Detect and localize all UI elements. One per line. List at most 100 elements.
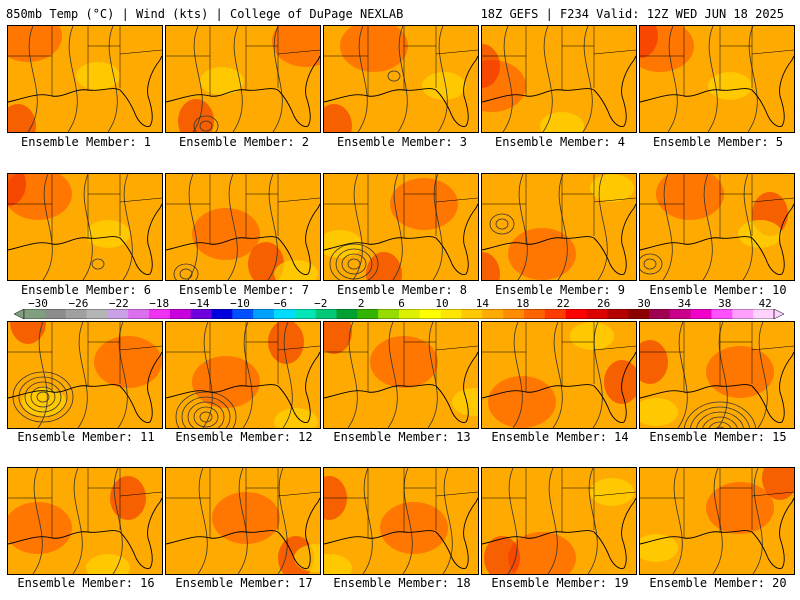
height-contour <box>597 174 608 280</box>
state-border <box>119 197 162 203</box>
height-contour <box>557 174 568 280</box>
height-contour <box>277 468 288 574</box>
height-contour <box>672 468 683 574</box>
temperature-map <box>640 26 794 132</box>
closed-contour <box>341 253 367 275</box>
height-contour <box>757 322 768 428</box>
ensemble-map-panel <box>323 25 479 133</box>
colorbar-segment <box>524 309 546 319</box>
temperature-map <box>8 174 162 280</box>
ensemble-map-panel <box>323 173 479 281</box>
closed-contour <box>193 406 219 428</box>
temperature-map <box>640 174 794 280</box>
hot-region <box>482 252 500 280</box>
cool-region <box>640 398 678 426</box>
hot-region <box>482 44 500 88</box>
colorbar-tick-label: 18 <box>516 297 530 310</box>
closed-contour <box>179 268 193 280</box>
colorbar-segment <box>440 309 462 319</box>
coastline <box>8 497 162 569</box>
temperature-map <box>324 26 478 132</box>
closed-contour <box>387 70 401 82</box>
closed-contour <box>30 386 56 408</box>
colorbar-segment <box>65 309 87 319</box>
state-border <box>751 49 794 55</box>
colorbar-tick-label: 22 <box>556 297 570 310</box>
temperature-map <box>166 174 320 280</box>
cool-region <box>708 72 752 100</box>
ensemble-map-panel <box>481 467 637 575</box>
warm-region <box>340 26 408 72</box>
height-contour <box>122 174 133 280</box>
coastline <box>166 497 320 569</box>
hot-region <box>604 360 636 404</box>
colorbar-segment <box>378 309 400 319</box>
warm-region <box>656 174 724 220</box>
closed-contour <box>181 396 231 428</box>
member-caption: Ensemble Member: 4 <box>494 135 626 149</box>
colorbar-tick-label: 10 <box>435 297 449 310</box>
height-contour <box>242 322 253 428</box>
colorbar-segment <box>190 309 212 319</box>
hot-region <box>324 104 352 132</box>
coastline <box>324 497 478 569</box>
colorbar-tick-label: 42 <box>758 297 772 310</box>
temperature-map <box>324 174 478 280</box>
member-caption: Ensemble Member: 5 <box>652 135 784 149</box>
colorbar-segment <box>149 309 171 319</box>
warm-region <box>390 178 458 230</box>
cool-region <box>76 62 120 90</box>
temperature-map <box>166 468 320 574</box>
member-caption: Ensemble Member: 13 <box>333 430 471 444</box>
state-border <box>593 49 636 55</box>
closed-contour <box>199 120 213 132</box>
colorbar-tick-label: 2 <box>357 297 365 310</box>
ensemble-map-panel <box>7 173 163 281</box>
member-caption: Ensemble Member: 16 <box>17 576 155 590</box>
height-contour <box>27 26 38 132</box>
ensemble-map-panel <box>639 173 795 281</box>
temperature-map <box>482 26 636 132</box>
closed-contour <box>199 411 213 423</box>
colorbar-segment <box>753 309 775 319</box>
cool-region <box>324 230 362 258</box>
temperature-map <box>8 26 162 132</box>
closed-contour <box>24 381 62 413</box>
cool-region <box>640 534 678 562</box>
colorbar-segment <box>461 309 483 319</box>
closed-contour <box>91 258 105 270</box>
height-contour <box>272 26 283 132</box>
height-contour <box>702 174 713 280</box>
member-caption: Ensemble Member: 12 <box>175 430 313 444</box>
coastline <box>640 497 794 569</box>
warm-region <box>272 26 320 67</box>
colorbar-tick-label: −10 <box>230 297 250 310</box>
height-contour <box>112 468 123 574</box>
height-contour <box>507 468 518 574</box>
height-contour <box>402 468 413 574</box>
ensemble-map-panel <box>7 321 163 429</box>
coastline <box>640 351 794 423</box>
colorbar-tick-label: 34 <box>677 297 692 310</box>
state-border <box>593 345 636 351</box>
model-run-info: 18Z GEFS | F234 Valid: 12Z WED JUN 18 20… <box>480 7 784 21</box>
closed-contour <box>643 258 657 270</box>
hot-region <box>8 104 36 132</box>
coastline <box>8 55 162 127</box>
state-border <box>119 491 162 497</box>
member-caption: Ensemble Member: 1 <box>20 135 152 149</box>
hot-region <box>178 99 214 132</box>
height-contour <box>442 468 453 574</box>
colorbar-segment <box>669 309 691 319</box>
height-contour <box>392 174 403 280</box>
temperature-map <box>324 322 478 428</box>
height-contour <box>542 26 553 132</box>
closed-contour <box>715 426 725 428</box>
colorbar-tick-label: 38 <box>718 297 732 310</box>
cool-region <box>294 544 320 572</box>
height-contour <box>582 26 593 132</box>
height-contour <box>502 26 513 132</box>
height-contour <box>32 468 43 574</box>
colorbar-segment <box>128 309 150 319</box>
warm-region <box>508 532 576 574</box>
